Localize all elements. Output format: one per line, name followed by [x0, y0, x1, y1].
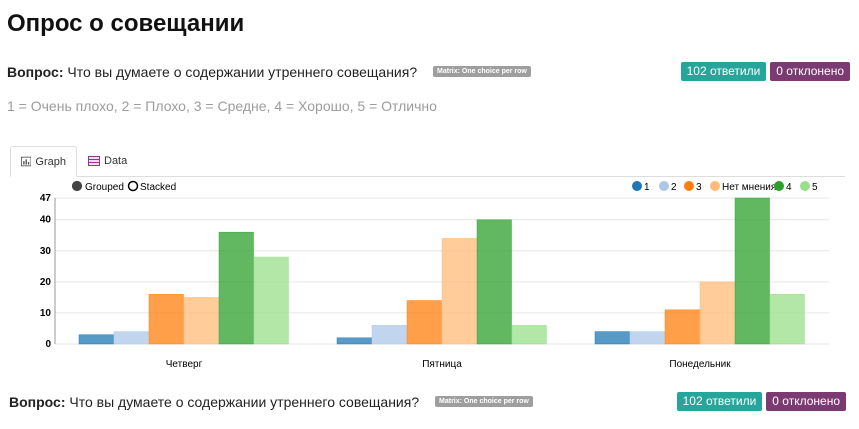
x-tick-label: Понедельник: [669, 359, 731, 370]
question-text: Что вы думаете о содержании утреннего со…: [67, 64, 418, 80]
grouped-radio[interactable]: [71, 180, 83, 192]
legend-swatch: [710, 181, 720, 191]
question-text-wrap-repeat: Вопрос: Что вы думаете о содержании утре…: [9, 394, 533, 410]
tab-data[interactable]: Data: [78, 146, 138, 176]
legend-swatch: [774, 181, 784, 191]
legend-swatch: [800, 181, 810, 191]
y-tick-label: 10: [40, 308, 52, 319]
legend-label: 3: [696, 182, 702, 193]
bar-0-5[interactable]: [253, 256, 289, 345]
legend-label: 2: [671, 182, 677, 193]
answered-badge[interactable]: 102 ответили: [680, 62, 767, 81]
chart-bars: [78, 197, 805, 345]
legend-label: Нет мнения: [722, 182, 776, 193]
view-tabs: Graph Data: [10, 146, 845, 177]
legend-item[interactable]: 2: [659, 181, 678, 194]
legend-item[interactable]: 5: [800, 181, 819, 194]
chart-legend: 1 2 3 Нет мнения 4 5: [632, 181, 819, 194]
grouped-label: Grouped: [85, 182, 124, 193]
bar-0-3[interactable]: [183, 297, 219, 345]
legend-swatch: [684, 181, 694, 191]
bar-1-0[interactable]: [336, 337, 372, 345]
bar-0-2[interactable]: [148, 294, 184, 345]
bar-chart-icon: [21, 156, 32, 167]
response-badges-repeat: 102 ответили 0 отклонено: [676, 392, 846, 411]
y-tick-label: 30: [40, 246, 52, 257]
legend-item[interactable]: 3: [684, 181, 703, 194]
bar-2-1[interactable]: [629, 331, 665, 345]
legend-item[interactable]: 1: [632, 181, 651, 194]
stacked-label: Stacked: [140, 182, 176, 193]
bar-2-4[interactable]: [734, 197, 770, 345]
x-axis: Четверг Пятница Понедельник: [166, 359, 731, 370]
response-badges: 102 ответили 0 отклонено: [680, 62, 850, 81]
question-header: Вопрос: Что вы думаете о содержании утре…: [7, 62, 850, 84]
legend-swatch: [632, 181, 642, 191]
bar-1-4[interactable]: [476, 219, 512, 345]
legend-swatch: [659, 181, 669, 191]
bar-2-0[interactable]: [594, 331, 630, 345]
tab-graph[interactable]: Graph: [10, 146, 77, 177]
legend-label: 5: [812, 182, 818, 193]
legend-label: 4: [786, 182, 792, 193]
bar-1-5[interactable]: [511, 325, 547, 345]
declined-badge-repeat[interactable]: 0 отклонено: [766, 392, 846, 411]
y-tick-label: 47: [40, 193, 52, 204]
question-text-wrap: Вопрос: Что вы думаете о содержании утре…: [7, 64, 531, 80]
y-tick-label: 0: [45, 339, 51, 350]
bar-2-3[interactable]: [699, 281, 735, 345]
stacked-radio[interactable]: [127, 180, 139, 192]
tab-graph-label: Graph: [35, 155, 66, 168]
page-title: Опрос о совещании: [7, 10, 245, 37]
bar-1-1[interactable]: [371, 325, 407, 345]
question-type-badge: Matrix: One choice per row: [433, 65, 531, 77]
bar-chart: Grouped Stacked 1 2 3 Нет мнения 4 5 0 10 20 30 4…: [40, 180, 829, 370]
legend-label: 1: [644, 182, 650, 193]
y-axis: 0 10 20 30 40 47: [40, 193, 56, 350]
question-label: Вопрос:: [7, 64, 64, 80]
bar-0-1[interactable]: [113, 331, 149, 345]
bar-2-5[interactable]: [769, 294, 805, 345]
bar-2-2[interactable]: [664, 309, 700, 345]
y-tick-label: 40: [40, 215, 52, 226]
legend-item[interactable]: 4: [774, 181, 793, 194]
question-text-repeat: Что вы думаете о содержании утреннего со…: [69, 394, 420, 410]
grouped-option[interactable]: Grouped: [71, 180, 124, 194]
legend-item[interactable]: Нет мнения: [710, 181, 777, 194]
question-type-badge-repeat: Matrix: One choice per row: [435, 395, 533, 407]
scale-legend: 1 = Очень плохо, 2 = Плохо, 3 = Средне, …: [7, 98, 437, 114]
tab-data-label: Data: [104, 155, 128, 167]
bar-0-4[interactable]: [218, 231, 254, 345]
bar-1-3[interactable]: [441, 238, 477, 345]
table-icon: [88, 156, 100, 166]
bar-1-2[interactable]: [406, 300, 442, 345]
bar-0-0[interactable]: [78, 334, 114, 345]
chart-mode-toggle: Grouped Stacked: [71, 180, 177, 194]
x-tick-label: Пятница: [422, 359, 462, 370]
y-tick-label: 20: [40, 277, 52, 288]
stacked-option[interactable]: Stacked: [127, 180, 177, 194]
question-header-repeat: Вопрос: Что вы думаете о содержании утре…: [7, 392, 850, 414]
declined-badge[interactable]: 0 отклонено: [770, 62, 850, 81]
question-label-repeat: Вопрос:: [9, 394, 66, 410]
x-tick-label: Четверг: [166, 359, 203, 370]
answered-badge-repeat[interactable]: 102 ответили: [676, 392, 763, 411]
